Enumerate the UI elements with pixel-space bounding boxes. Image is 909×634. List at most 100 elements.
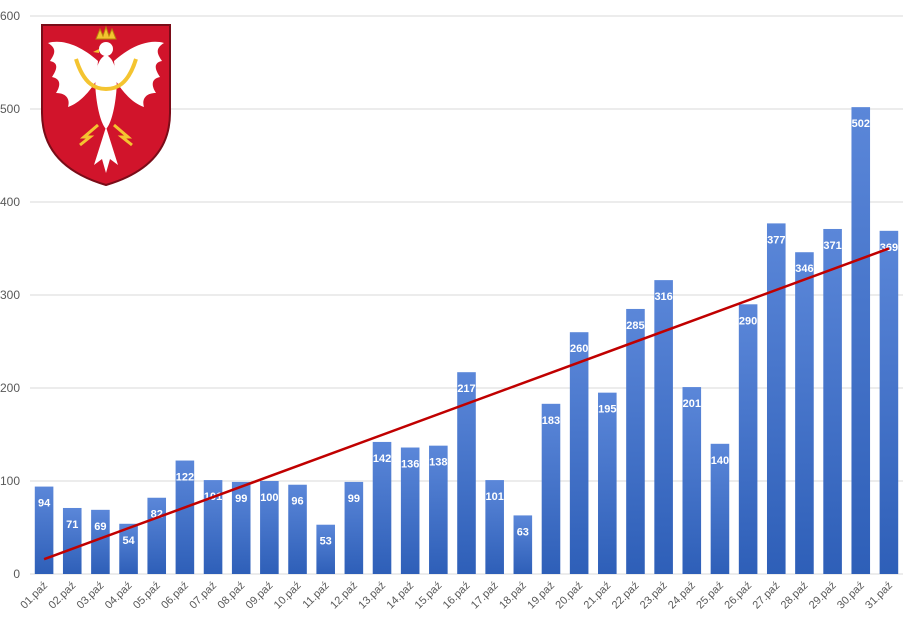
x-tick-label: 19.paź [525,580,557,612]
x-tick-label: 28.paź [779,580,811,612]
bar [34,486,54,574]
y-tick-label: 100 [0,474,20,488]
x-tick-label: 09.paź [244,580,276,612]
data-label: 100 [260,492,278,504]
malopolska-coat-of-arms-icon [41,24,171,187]
x-tick-label: 02.paź [47,580,79,612]
bar [485,480,504,574]
bar [260,481,279,574]
bar [710,443,730,574]
y-tick-label: 0 [13,567,20,581]
x-tick-label: 20.paź [553,580,585,612]
x-tick-label: 26.paź [722,580,754,612]
bar [654,280,673,574]
bar [851,107,871,574]
bar [569,332,589,574]
bar [795,252,814,574]
x-tick-label: 03.paź [75,580,107,612]
data-label: 377 [767,234,785,246]
bar [231,481,251,574]
data-label: 63 [517,526,529,538]
x-tick-label: 16.paź [441,580,473,612]
x-tick-label: 14.paź [384,580,416,612]
bar [823,228,842,574]
bar [91,509,110,574]
data-label: 101 [485,491,503,503]
bar [541,403,561,574]
bar [175,460,195,574]
x-tick-label: 17.paź [469,580,501,612]
x-tick-label: 24.paź [666,580,698,612]
data-label: 99 [348,493,360,505]
data-label: 201 [683,398,701,410]
trendline [43,247,890,561]
bar [316,524,335,574]
bar [766,223,786,574]
data-label: 96 [291,496,303,508]
y-tick-label: 400 [0,195,20,209]
data-label: 99 [235,493,247,505]
bar [119,523,138,574]
data-label: 54 [122,535,135,547]
bar [682,387,702,574]
trendline-line [43,247,890,561]
x-tick-label: 21.paź [582,580,614,612]
x-tick-label: 23.paź [638,580,670,612]
data-label: 71 [66,519,78,531]
data-label: 195 [598,404,616,416]
data-label: 371 [823,240,841,252]
bar [400,447,420,574]
x-tick-label: 29.paź [807,580,839,612]
bar [738,304,758,574]
x-tick-label: 22.paź [610,580,642,612]
bar [344,481,364,574]
x-tick-label: 04.paź [103,580,135,612]
y-tick-label: 200 [0,381,20,395]
bar [429,445,448,574]
data-label: 346 [795,263,813,275]
x-tick-label: 11.paź [301,580,332,611]
x-axis: 01.paź02.paź03.paź04.paź05.paź06.paź07.p… [18,580,895,612]
data-label: 53 [320,536,332,548]
x-tick-label: 18.paź [497,580,529,612]
x-tick-label: 13.paź [356,580,388,612]
y-tick-label: 500 [0,102,20,116]
bar [372,441,392,574]
x-tick-label: 25.paź [694,580,726,612]
y-axis: 0 100 200 300 400 500 600 [0,9,20,581]
data-label: 285 [626,320,644,332]
bar [879,230,899,574]
x-tick-label: 30.paź [835,580,867,612]
x-tick-label: 10.paź [272,580,304,612]
data-label: 260 [570,343,588,355]
x-tick-label: 05.paź [131,580,163,612]
x-tick-label: 15.paź [413,580,445,612]
data-label: 502 [852,118,870,130]
data-label: 183 [542,415,560,427]
data-label: 94 [38,498,51,510]
data-label: 140 [711,455,729,467]
data-label: 136 [401,459,419,471]
y-tick-label: 600 [0,9,20,23]
bar [203,480,223,574]
data-label: 316 [654,291,672,303]
x-tick-label: 06.paź [159,580,191,612]
data-label: 122 [176,472,194,484]
x-tick-label: 08.paź [215,580,247,612]
x-tick-label: 31.paź [863,580,895,612]
y-tick-label: 300 [0,288,20,302]
x-tick-label: 12.paź [328,580,360,612]
data-label: 138 [429,457,447,469]
x-tick-label: 27.paź [751,580,783,612]
data-label: 290 [739,315,757,327]
data-label: 69 [94,521,106,533]
data-label: 142 [373,453,391,465]
data-label: 217 [457,383,475,395]
x-tick-label: 07.paź [187,580,219,612]
bars [34,107,899,574]
bar [626,308,645,574]
bar [598,392,617,574]
x-tick-label: 01.paź [18,580,50,612]
bar [62,507,82,574]
